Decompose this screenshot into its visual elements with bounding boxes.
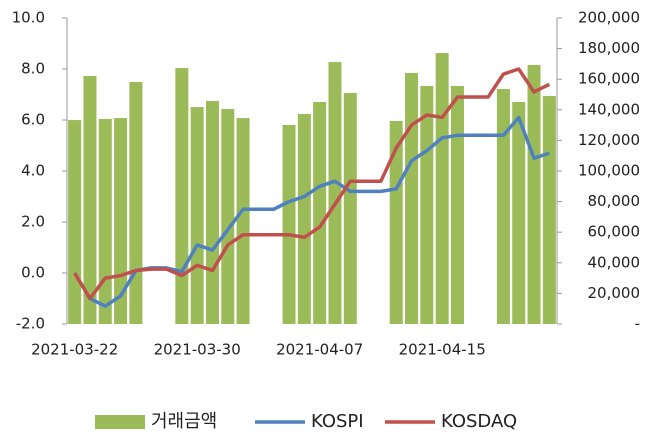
bar [282, 124, 296, 325]
y2-tick-label: 180,000 [578, 39, 640, 57]
y-tick-label: 8.0 [21, 60, 45, 78]
y2-tick-label: 40,000 [588, 253, 641, 271]
bar [175, 68, 189, 324]
bar [405, 72, 419, 324]
bar [129, 81, 143, 324]
bar [114, 118, 128, 324]
legend-label: KOSDAQ [441, 411, 517, 432]
y-tick-label: 0.0 [21, 264, 45, 282]
legend-swatch [95, 415, 145, 429]
bar [313, 101, 327, 324]
bar [420, 85, 434, 324]
x-tick-label: 2021-04-07 [276, 341, 363, 359]
bar [83, 75, 97, 324]
y-tick-label: 6.0 [21, 111, 45, 129]
bar [527, 64, 541, 324]
y2-tick-label: 60,000 [588, 223, 641, 241]
bar [450, 85, 464, 324]
bar [190, 107, 204, 325]
y2-tick-label: 200,000 [578, 9, 640, 27]
y2-tick-label: 100,000 [578, 162, 640, 180]
bar [542, 96, 556, 324]
line [73, 67, 551, 301]
bar [343, 92, 357, 324]
bar [205, 100, 219, 325]
bar [221, 109, 235, 324]
x-tick-label: 2021-04-15 [399, 341, 486, 359]
y-tick-label: 2.0 [21, 213, 45, 231]
bar [98, 118, 112, 324]
x-tick-label: 2021-03-22 [31, 341, 118, 359]
y2-tick-label: 80,000 [588, 192, 641, 210]
x-tick-label: 2021-03-30 [154, 341, 241, 359]
bar [496, 88, 510, 324]
y2-tick-label: 160,000 [578, 70, 640, 88]
bar [236, 118, 250, 324]
line [73, 115, 550, 308]
bar [389, 120, 403, 325]
bar [68, 120, 82, 325]
y-tick-label: 10.0 [12, 9, 45, 27]
y2-tick-label: 20,000 [588, 284, 641, 302]
bar [297, 113, 311, 324]
bar [435, 53, 449, 325]
legend-label: KOSPI [311, 411, 364, 432]
y2-tick-label: - [635, 315, 640, 333]
bar [512, 101, 526, 324]
legend-label: 거래금액 [151, 411, 217, 432]
y2-tick-label: 120,000 [578, 131, 640, 149]
bar [328, 62, 342, 325]
y-tick-label: -2.0 [16, 315, 45, 333]
y-tick-label: 4.0 [21, 162, 45, 180]
y2-tick-label: 140,000 [578, 100, 640, 118]
